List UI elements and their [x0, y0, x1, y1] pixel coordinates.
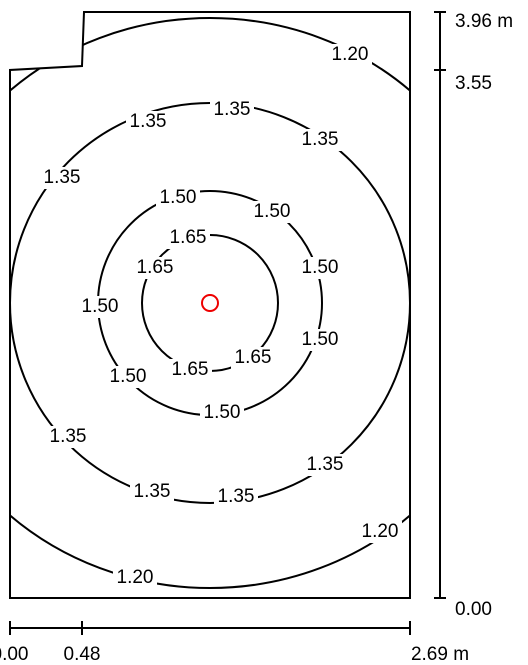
- contour-label: 1.50: [302, 257, 339, 278]
- contour-label: 1.65: [235, 347, 272, 368]
- contour-label: 1.65: [137, 257, 174, 278]
- label-gap: [168, 359, 212, 381]
- label-gap: [250, 201, 294, 223]
- label-gap: [210, 99, 254, 121]
- contour-label: 1.50: [160, 187, 197, 208]
- dimension-lines: [9, 11, 446, 635]
- label-gap: [133, 257, 177, 279]
- label-gap: [130, 481, 174, 503]
- label-gap: [298, 257, 342, 279]
- contour-label: 1.35: [214, 99, 251, 120]
- contour-label: 1.35: [130, 111, 167, 132]
- label-gap: [166, 227, 210, 249]
- label-gap: [358, 521, 402, 543]
- label-gap: [328, 44, 372, 66]
- contour-label: 1.35: [134, 481, 171, 502]
- contour-label: 1.50: [254, 201, 291, 222]
- dim-label: 0.00: [455, 599, 492, 620]
- label-gap: [126, 111, 170, 133]
- label-gap: [113, 567, 157, 589]
- label-gap: [214, 486, 258, 508]
- label-gap: [303, 454, 347, 476]
- label-gap: [78, 296, 122, 318]
- contour-label: 1.35: [44, 167, 81, 188]
- contour-label: 1.35: [50, 426, 87, 447]
- room-outline: [9, 11, 411, 599]
- label-gap: [106, 366, 150, 388]
- contour-label: 1.65: [172, 359, 209, 380]
- dim-label: 3.55: [455, 73, 492, 94]
- contour-label: 1.20: [332, 44, 369, 65]
- contour-label: 1.50: [302, 329, 339, 350]
- contour-label: 1.50: [82, 296, 119, 317]
- dim-label: 0.48: [64, 644, 101, 665]
- contour-label: 1.50: [204, 402, 241, 423]
- contour-labels: 1.20 1.35 1.35 1.35 1.35 1.50 1.50 1.50 1.50 1.50…: [40, 44, 402, 589]
- contour-1-20: [10, 17, 410, 589]
- dim-label: 0.00: [0, 644, 28, 665]
- dim-label: 2.69 m: [411, 644, 469, 665]
- contour-label: 1.20: [362, 521, 399, 542]
- label-gap: [40, 167, 84, 189]
- label-gap: [298, 329, 342, 351]
- label-gap: [298, 129, 342, 151]
- contour-label: 1.35: [307, 454, 344, 475]
- contour-label: 1.35: [302, 129, 339, 150]
- label-gap: [46, 426, 90, 448]
- label-gap: [231, 347, 275, 369]
- label-gap: [156, 187, 200, 209]
- contour-label: 1.20: [117, 567, 154, 588]
- contour-label: 1.35: [218, 486, 255, 507]
- contour-label: 1.50: [110, 366, 147, 387]
- contour-label: 1.65: [170, 227, 207, 248]
- label-gap: [200, 402, 244, 424]
- luminaire: [201, 294, 219, 312]
- dim-label: 3.96 m: [455, 11, 513, 32]
